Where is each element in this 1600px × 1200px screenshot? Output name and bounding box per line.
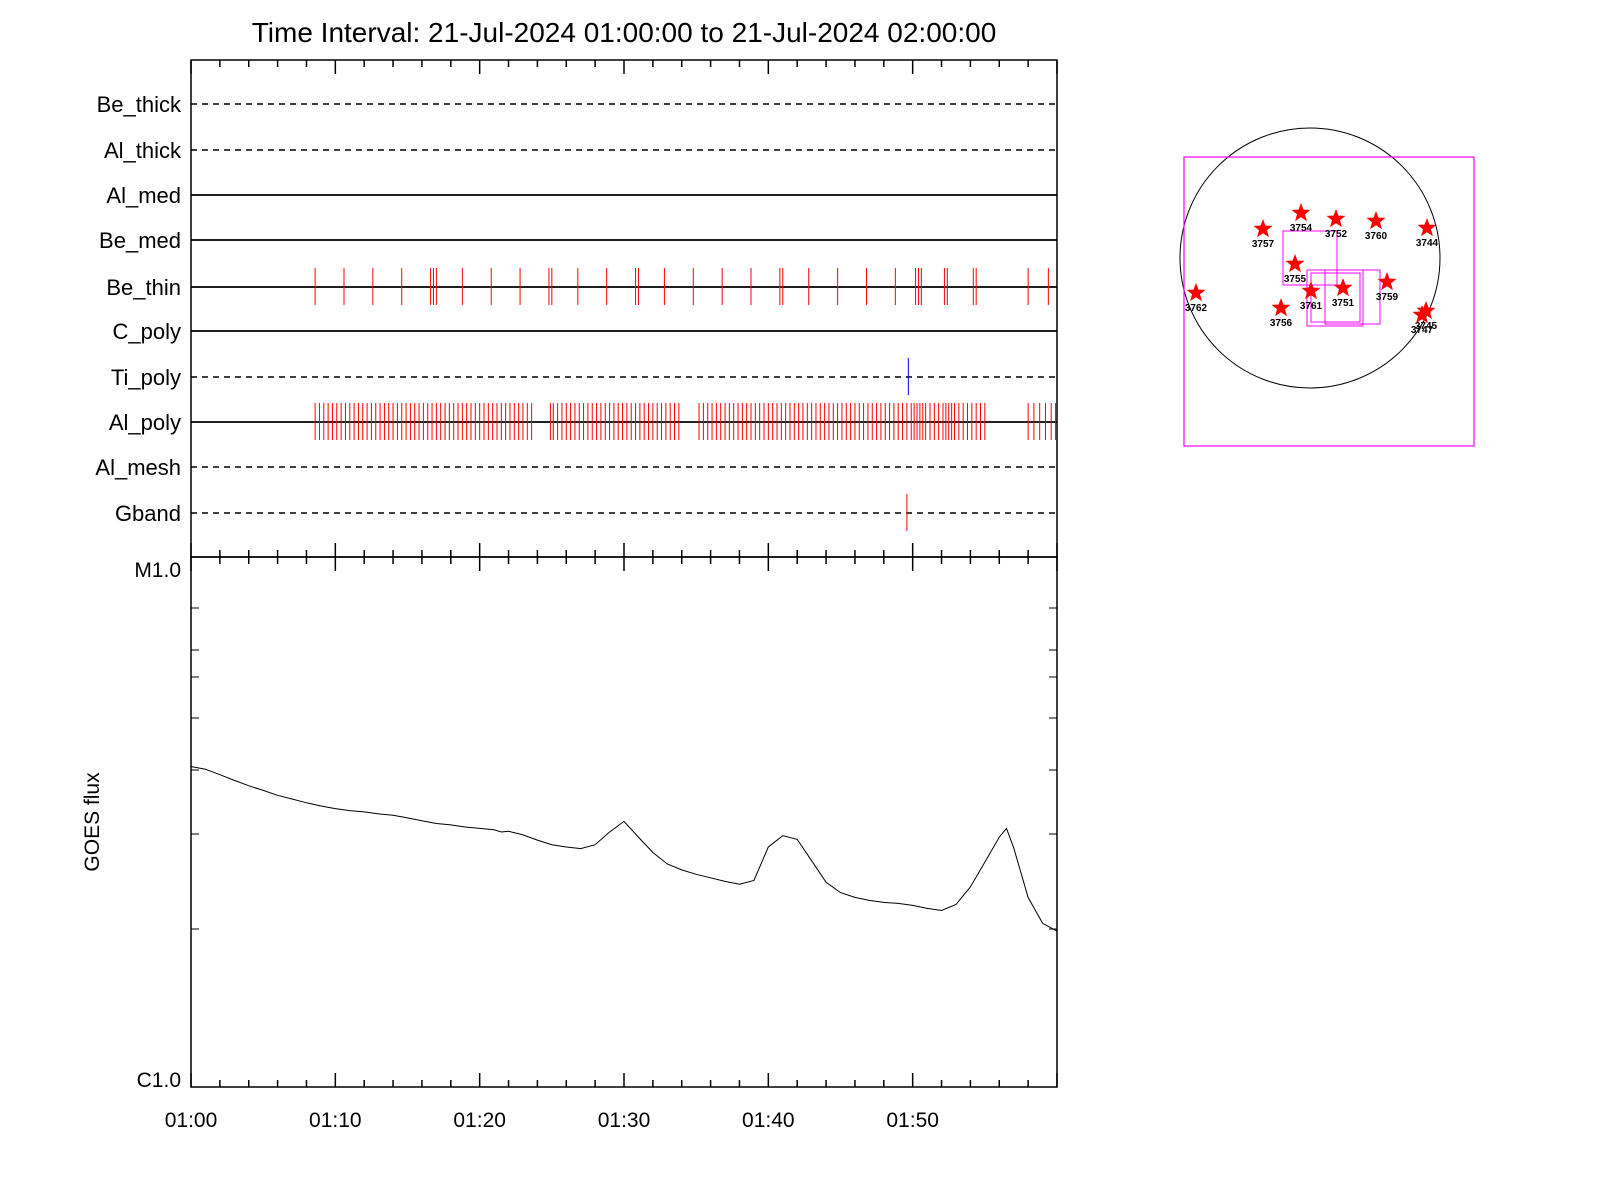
active-region-star	[1416, 301, 1436, 320]
active-region-label: 3747	[1411, 325, 1434, 336]
x-tick-label: 01:30	[598, 1109, 651, 1132]
active-region-label: 3756	[1270, 318, 1293, 329]
active-region-label: 3755	[1284, 274, 1307, 285]
active-region-star	[1412, 305, 1432, 324]
active-region-star	[1253, 219, 1273, 238]
x-tick-labels: 01:00 01:10 01:20 01:30 01:40 01:50	[165, 1109, 939, 1132]
channel-label: Be_thin	[106, 275, 181, 300]
x-tick-label: 01:50	[886, 1109, 939, 1132]
goes-flux-panel: M1.0 C1.0 GOES flux 01:00 01:10 01:20 01:30…	[81, 556, 1058, 1132]
active-region-label: 3762	[1185, 303, 1208, 314]
x-tick-label: 01:10	[309, 1109, 362, 1132]
active-region-star	[1285, 254, 1305, 273]
active-region-star	[1333, 278, 1353, 297]
active-region-label: 3757	[1252, 239, 1275, 250]
active-region-star	[1271, 298, 1291, 317]
active-region-label: 3752	[1325, 229, 1348, 240]
active-region-label: 3751	[1332, 298, 1355, 309]
channel-label: Gband	[115, 501, 181, 526]
field-of-view-box	[1183, 156, 1475, 447]
active-region-label: 3745	[1415, 321, 1438, 332]
channel-events	[314, 268, 1057, 531]
active-region-label: 3744	[1416, 238, 1439, 249]
flux-ticks	[190, 557, 1058, 1087]
solar-disk	[1179, 127, 1441, 389]
field-of-view-box	[1310, 272, 1361, 323]
channel-label: Al_med	[106, 183, 181, 208]
active-region-star	[1366, 211, 1386, 230]
channel-baselines	[191, 103, 1057, 514]
active-region-markers: 3754 3752 3760 3757 3744 3755 3762 3761 3751 3759…	[1185, 203, 1439, 336]
active-region-label: 3760	[1365, 231, 1388, 242]
chart-title: Time Interval: 21-Jul-2024 01:00:00 to 2…	[252, 17, 997, 48]
raster-ticks	[190, 60, 1058, 557]
solar-disk-map: 3754 3752 3760 3757 3744 3755 3762 3761 3751 3759…	[1179, 127, 1475, 447]
channel-label: Ti_poly	[111, 365, 181, 390]
channel-label: Al_poly	[109, 410, 181, 435]
raster-frame	[190, 59, 1058, 558]
channel-label: Be_thick	[97, 92, 182, 117]
x-tick-label: 01:00	[165, 1109, 218, 1132]
y-axis-label: GOES flux	[81, 772, 104, 872]
y-tick-label-bottom: C1.0	[137, 1069, 181, 1092]
field-of-view-box	[1324, 269, 1381, 325]
event-raster-panel: Be_thick Al_thick Al_med Be_med Be_thin C_pol…	[95, 59, 1058, 558]
active-region-star	[1291, 203, 1311, 222]
y-tick-label-top: M1.0	[134, 559, 181, 582]
channel-label: Al_thick	[104, 138, 182, 163]
goes-flux-line	[190, 766, 1058, 932]
active-region-label: 3759	[1376, 292, 1399, 303]
channel-labels: Be_thick Al_thick Al_med Be_med Be_thin C_pol…	[95, 92, 182, 526]
channel-label: Be_med	[99, 228, 181, 253]
x-tick-label: 01:20	[453, 1109, 506, 1132]
active-region-star	[1417, 218, 1437, 237]
active-region-label: 3761	[1300, 301, 1323, 312]
channel-label: Al_mesh	[95, 455, 181, 480]
active-region-star	[1326, 209, 1346, 228]
x-tick-label: 01:40	[742, 1109, 795, 1132]
active-region-star	[1377, 272, 1397, 291]
active-region-star	[1301, 281, 1321, 300]
channel-label: C_poly	[113, 319, 181, 344]
active-region-label: 3754	[1290, 223, 1313, 234]
active-region-star	[1186, 283, 1206, 302]
